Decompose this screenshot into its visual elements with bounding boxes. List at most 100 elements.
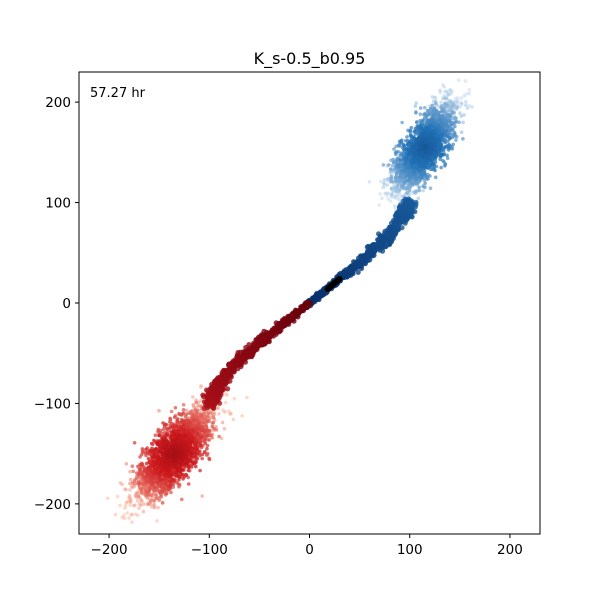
data-point xyxy=(167,426,172,431)
data-point xyxy=(160,489,165,494)
data-point xyxy=(408,128,413,133)
data-point xyxy=(115,494,120,499)
data-point xyxy=(431,124,436,129)
data-point xyxy=(132,503,136,508)
data-point xyxy=(138,467,142,472)
data-point xyxy=(382,178,387,182)
data-point xyxy=(181,411,185,416)
data-point xyxy=(438,88,442,93)
data-point xyxy=(386,191,391,195)
data-point xyxy=(398,157,403,162)
data-point xyxy=(216,406,220,410)
data-point xyxy=(217,412,221,416)
data-point xyxy=(423,147,427,151)
data-point xyxy=(453,132,457,137)
data-point xyxy=(428,139,432,143)
data-point xyxy=(166,472,171,477)
data-point xyxy=(402,143,407,148)
data-point xyxy=(144,447,148,452)
data-point xyxy=(393,175,398,180)
data-point xyxy=(450,110,455,115)
data-point xyxy=(143,467,147,471)
data-point xyxy=(377,242,383,248)
data-point xyxy=(397,179,402,183)
data-point xyxy=(453,124,457,129)
data-point xyxy=(174,432,178,437)
data-point xyxy=(418,112,423,116)
data-point xyxy=(156,505,160,510)
data-point xyxy=(165,426,169,431)
data-point xyxy=(411,145,416,149)
data-point xyxy=(448,88,452,92)
data-point xyxy=(421,118,426,122)
data-point xyxy=(153,471,158,475)
data-point xyxy=(203,450,207,454)
data-point xyxy=(195,426,200,430)
data-point xyxy=(191,412,195,416)
data-point xyxy=(154,468,158,472)
data-point xyxy=(168,479,172,484)
data-point xyxy=(130,520,134,524)
data-point xyxy=(136,464,140,469)
data-point xyxy=(180,497,184,502)
data-point xyxy=(442,84,446,89)
data-point xyxy=(405,160,410,164)
data-point xyxy=(422,112,426,117)
data-point xyxy=(205,419,210,423)
data-point xyxy=(454,107,459,111)
data-point xyxy=(432,109,436,114)
data-point xyxy=(463,79,468,83)
data-point xyxy=(445,134,450,138)
data-point xyxy=(426,109,431,113)
data-point xyxy=(134,476,139,481)
data-point xyxy=(406,199,412,205)
data-point xyxy=(151,459,156,464)
data-point xyxy=(448,131,452,135)
data-point xyxy=(137,506,141,511)
data-point xyxy=(203,441,208,446)
data-point xyxy=(196,403,200,408)
data-point xyxy=(147,452,151,456)
data-point xyxy=(140,472,144,477)
data-point xyxy=(418,106,423,110)
data-point xyxy=(417,188,422,193)
data-point xyxy=(412,135,416,139)
data-point xyxy=(459,130,464,134)
data-point xyxy=(160,501,165,505)
data-point xyxy=(432,106,437,111)
data-point xyxy=(396,183,401,188)
data-point xyxy=(389,174,394,178)
data-point xyxy=(378,192,382,196)
data-point xyxy=(137,491,141,495)
data-point xyxy=(146,456,151,461)
data-point xyxy=(429,144,434,149)
data-point xyxy=(463,103,468,107)
data-point xyxy=(367,180,372,184)
data-point xyxy=(403,179,407,184)
data-point xyxy=(137,494,141,499)
data-point xyxy=(199,443,203,448)
data-point xyxy=(163,481,168,486)
data-point xyxy=(428,174,432,178)
plot-area xyxy=(105,78,474,524)
data-point xyxy=(443,162,448,166)
data-point xyxy=(416,196,421,201)
data-point xyxy=(180,472,185,477)
data-point xyxy=(168,484,173,488)
data-point xyxy=(447,114,452,118)
data-point xyxy=(128,469,132,474)
data-point xyxy=(162,424,167,428)
data-point xyxy=(443,109,447,114)
data-point xyxy=(202,412,206,416)
data-point xyxy=(145,502,150,507)
data-point xyxy=(152,453,157,457)
data-point xyxy=(205,446,209,451)
data-point xyxy=(414,101,419,105)
data-point xyxy=(418,167,422,172)
data-point xyxy=(132,479,137,483)
data-point xyxy=(154,496,158,501)
data-point xyxy=(155,451,160,456)
data-point xyxy=(149,441,154,446)
data-point xyxy=(396,162,401,166)
data-point xyxy=(385,237,391,243)
